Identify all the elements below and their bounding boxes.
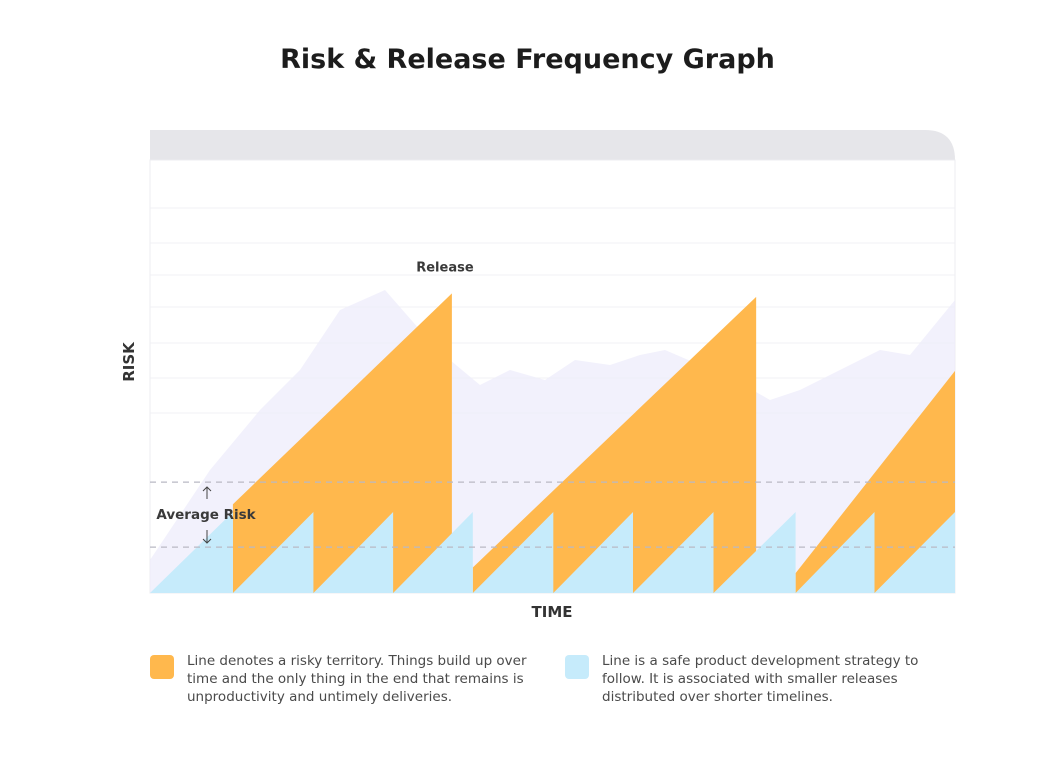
legend-swatch-safe	[565, 655, 589, 679]
legend-item-safe: Line is a safe product development strat…	[565, 652, 942, 706]
legend-text-risky: Line denotes a risky territory. Things b…	[187, 653, 527, 705]
arrow-up-icon	[202, 486, 212, 499]
series-layer	[150, 293, 956, 593]
reference-lines	[150, 481, 955, 548]
series-area-safe	[150, 512, 955, 593]
y-axis-label: RISK	[120, 341, 138, 382]
legend-item-risky: Line denotes a risky territory. Things b…	[150, 652, 527, 706]
plot-header-bar	[150, 130, 955, 160]
arrow-down-icon	[202, 530, 212, 544]
annotations: Release Average Risk	[156, 261, 474, 544]
grid-lines	[150, 207, 955, 414]
release-annotation: Release	[416, 261, 474, 276]
chart-title: Risk & Release Frequency Graph	[280, 44, 775, 75]
x-axis-label: TIME	[532, 603, 573, 621]
legend-text-safe: Line is a safe product development strat…	[602, 653, 919, 705]
series-area-risky	[232, 293, 956, 593]
legend-swatch-risky	[150, 655, 174, 679]
average-risk-annotation: Average Risk	[156, 507, 256, 523]
